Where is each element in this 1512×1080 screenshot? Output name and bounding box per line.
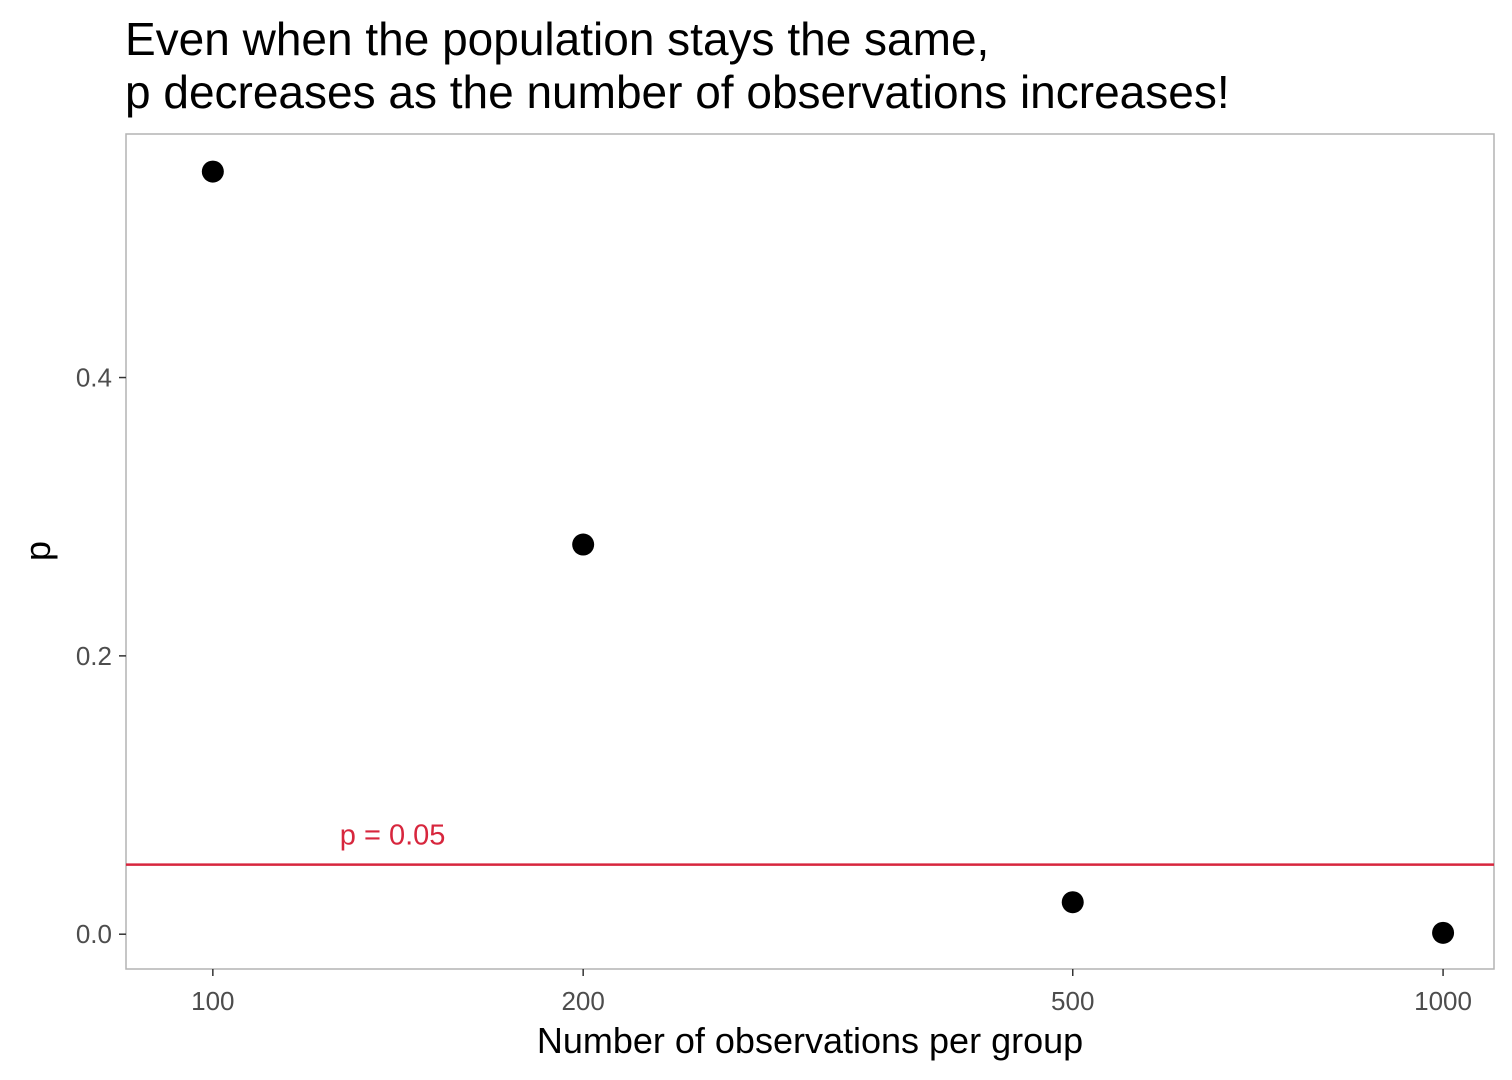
- data-points: [201, 160, 1455, 944]
- data-point: [1061, 891, 1084, 914]
- x-tick-label: 1000: [1414, 986, 1472, 1016]
- data-point: [1432, 921, 1455, 944]
- x-axis-title: Number of observations per group: [537, 1020, 1083, 1061]
- x-tick-label: 500: [1051, 986, 1094, 1016]
- y-tick-label: 0.4: [76, 363, 112, 393]
- y-axis-title: p: [17, 541, 58, 561]
- data-point: [572, 533, 595, 556]
- x-tick-label: 100: [191, 986, 234, 1016]
- x-tick-label: 200: [561, 986, 604, 1016]
- x-axis-ticks: 100 200 500 1000: [191, 969, 1472, 1016]
- reference-line-label: p = 0.05: [340, 820, 446, 852]
- y-tick-label: 0.2: [76, 641, 112, 671]
- data-point: [201, 160, 224, 183]
- chart-title-line-1: Even when the population stays the same,: [125, 13, 989, 65]
- y-axis-ticks: 0.0 0.2 0.4: [76, 363, 126, 949]
- chart-title-line-2: p decreases as the number of observation…: [125, 66, 1230, 118]
- plot-panel-border: [125, 133, 1495, 970]
- y-tick-label: 0.0: [76, 919, 112, 949]
